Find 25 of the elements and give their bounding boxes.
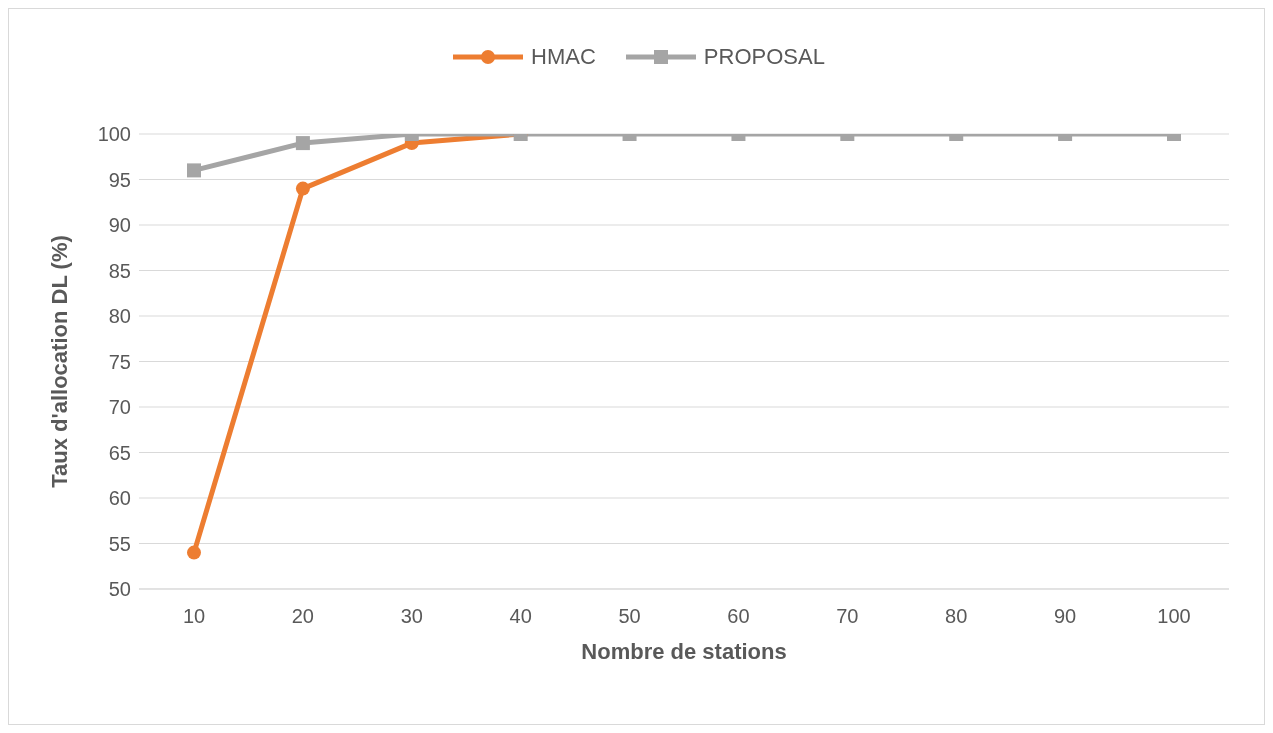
x-tick-label: 60 [727, 605, 750, 628]
legend-label: PROPOSAL [703, 44, 825, 70]
x-tick-label: 20 [291, 605, 315, 628]
y-tick-label: 50 [108, 578, 131, 601]
y-tick-label: 85 [108, 259, 131, 282]
y-axis-title: Taux d'allocation DL (%) [46, 235, 72, 488]
x-tick-label: 80 [945, 605, 968, 628]
x-tick-label: 90 [1053, 605, 1077, 628]
y-tick-label: 60 [108, 487, 131, 510]
y-tick-label: 75 [108, 350, 131, 373]
x-tick-label: 50 [618, 605, 641, 628]
x-tick-label: 100 [1157, 605, 1191, 628]
x-tick-label: 10 [182, 605, 206, 628]
y-tick-label: 65 [108, 441, 131, 464]
y-tick-label: 55 [108, 532, 131, 555]
x-tick-label: 70 [836, 605, 859, 628]
y-tick-label: 95 [108, 168, 131, 191]
y-tick-label: 80 [108, 305, 131, 328]
x-axis-title: Nombre de stations [581, 639, 787, 664]
legend-label: HMAC [531, 44, 596, 70]
y-tick-label: 90 [108, 214, 131, 237]
y-tick-label: 70 [108, 396, 131, 419]
x-tick-label: 40 [509, 605, 532, 628]
y-tick-label: 100 [97, 123, 131, 146]
x-tick-label: 30 [400, 605, 423, 628]
